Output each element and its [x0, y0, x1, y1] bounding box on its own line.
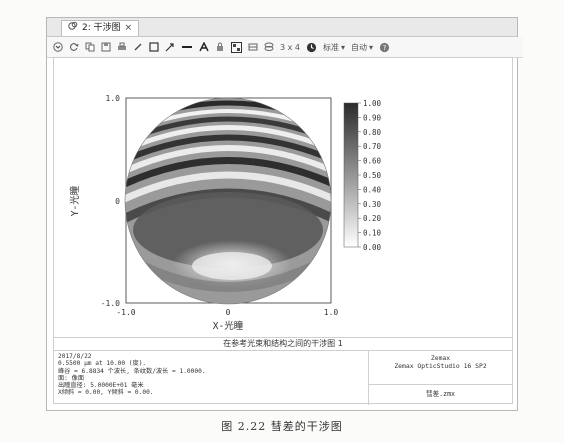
colorbar-tick-label: 0.00 [363, 243, 382, 252]
colorbar [343, 102, 359, 248]
settings-chevron-icon[interactable] [53, 40, 63, 54]
x-tick-label: 1.0 [324, 308, 339, 317]
tab-label: 2: 干涉图 [82, 23, 121, 33]
interferogram-window: 2: 干涉图 × [46, 17, 523, 411]
info-title: 在参考光束和结构之间的干涉图 1 [54, 337, 512, 351]
colorbar-tick-label: 0.20 [363, 214, 382, 223]
colorbar-tick-label: 0.40 [363, 185, 382, 194]
lock-icon[interactable] [215, 40, 225, 54]
company-box: Zemax Zemax OpticStudio 16 SP2 [369, 351, 512, 385]
colorbar-ticks: 1.00 0.90 0.80 0.70 0.60 0.50 0.40 0.30 0.20 0.10… [358, 99, 382, 252]
layout-selector[interactable]: 3 x 4 [280, 42, 300, 52]
company-name: Zemax [430, 354, 451, 362]
clock-icon[interactable] [306, 40, 317, 54]
x-axis-label: X-光瞳 [213, 320, 244, 332]
info-company-block: Zemax Zemax OpticStudio 16 SP2 彗差.zmx [368, 351, 512, 405]
figure-caption: 图 2.22 彗差的干涉图 [221, 420, 343, 433]
x-tick-label: -1.0 [116, 308, 135, 317]
pupil-outline [124, 97, 332, 305]
tab-icon [68, 21, 78, 36]
text-tool-icon[interactable] [199, 40, 209, 54]
info-details: 2017/8/22 0.5500 μm at 10.00 (度). 峰谷 = 6… [58, 353, 358, 397]
y-tick-label: 1.0 [106, 94, 121, 103]
toolbar: 3 x 4 标准 ▾ 自动 ▾ ? [47, 37, 523, 58]
product-name: Zemax OpticStudio 16 SP2 [394, 362, 487, 370]
print-icon[interactable] [117, 40, 127, 54]
line-icon[interactable] [181, 40, 193, 54]
colorbar-tick-label: 1.00 [363, 99, 382, 108]
info-line: X倾斜 = 0.00, Y倾斜 = 0.00. [58, 389, 154, 397]
standard-label: 标准 [323, 42, 339, 52]
refresh-icon[interactable] [69, 40, 79, 54]
svg-text:?: ? [382, 44, 386, 52]
pencil-icon[interactable] [133, 40, 143, 54]
interferogram-plot: 1.0 0 -1.0 -1.0 0 1.0 X-光瞳 Y-光瞳 1.00 0.90… [69, 94, 382, 332]
chevron-down-icon: ▾ [341, 42, 346, 52]
info-line: 峰谷 = 6.8834 个波长, 条纹数/波长 = 1.0000. [58, 367, 206, 375]
chevron-down-icon: ▾ [369, 42, 374, 52]
standard-dropdown[interactable]: 标准 ▾ [323, 40, 345, 54]
colorbar-tick-label: 0.80 [363, 128, 382, 137]
colorbar-tick-label: 0.70 [363, 142, 382, 151]
save-icon[interactable] [101, 40, 111, 54]
arrow-icon[interactable] [165, 40, 175, 54]
info-panel: 在参考光束和结构之间的干涉图 1 2017/8/22 0.5500 μm at … [53, 337, 513, 405]
tab-interferogram[interactable]: 2: 干涉图 × [61, 20, 140, 36]
info-body: 2017/8/22 0.5500 μm at 10.00 (度). 峰谷 = 6… [54, 351, 512, 405]
help-icon[interactable]: ? [379, 40, 390, 54]
y-tick-label: 0 [115, 197, 120, 206]
colorbar-tick-label: 0.60 [363, 157, 382, 166]
y-axis-label: Y-光瞳 [69, 185, 81, 216]
x-tick-label: 0 [226, 308, 231, 317]
tab-close-icon[interactable]: × [124, 23, 133, 33]
rectangle-icon[interactable] [149, 40, 159, 54]
colorbar-tick-label: 0.50 [363, 171, 382, 180]
colorbar-tick-label: 0.30 [363, 200, 382, 209]
layers-icon[interactable] [264, 40, 274, 54]
colorbar-tick-label: 0.10 [363, 229, 382, 238]
info-line: 出瞳直径: 5.0000E+01 毫米 [58, 382, 144, 390]
info-line: 面: 像面 [58, 374, 85, 382]
file-name: 彗差.zmx [425, 390, 456, 398]
grid-icon[interactable] [231, 40, 242, 54]
colorbar-tick-label: 0.90 [363, 113, 382, 122]
auto-dropdown[interactable]: 自动 ▾ [351, 40, 373, 54]
info-line: 0.5500 μm at 10.00 (度). [58, 360, 147, 368]
tab-bar: 2: 干涉图 × [47, 18, 517, 37]
info-line: 2017/8/22 [58, 353, 92, 360]
plot-panel: 1.0 0 -1.0 -1.0 0 1.0 X-光瞳 Y-光瞳 1.00 0.90… [53, 57, 513, 339]
auto-label: 自动 [351, 42, 368, 52]
export-icon[interactable] [248, 40, 258, 54]
y-tick-label: -1.0 [101, 299, 120, 308]
copy-icon[interactable] [85, 40, 95, 54]
